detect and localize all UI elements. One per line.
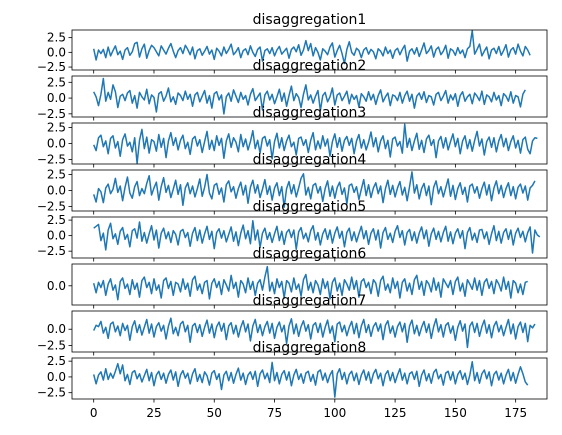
- subplot-2-title: disaggregation2: [253, 58, 367, 74]
- subplot-3-series-line: [93, 123, 538, 165]
- subplot-5-series-line: [93, 219, 541, 254]
- subplot-8: 2.5 0.0 −2.5 disaggregation8: [37, 340, 548, 403]
- subplot-7-title: disaggregation7: [253, 293, 367, 309]
- subplot-4: 2.5 0.0 −2.5 disaggregation4: [37, 152, 548, 215]
- y-tick-label: −2.5: [37, 386, 66, 400]
- x-tick-label: 150: [444, 406, 467, 420]
- subplot-7: 0.0 −2.5 disaggregation7: [37, 293, 548, 356]
- subplot-6-title: disaggregation6: [253, 246, 367, 262]
- y-tick-label: 0.0: [47, 45, 66, 59]
- subplot-8-series-line: [92, 361, 529, 398]
- subplot-1-series-line: [92, 29, 531, 65]
- y-tick-label: 0.0: [47, 137, 66, 151]
- subplot-5-title: disaggregation5: [253, 199, 367, 215]
- y-tick-label: 0.0: [47, 91, 66, 105]
- y-tick-label: −2.5: [37, 60, 66, 74]
- subplot-4-title: disaggregation4: [253, 152, 367, 168]
- subplot-7-series-line: [93, 317, 536, 349]
- subplot-3: 2.5 0.0 −2.5 disaggregation3: [37, 105, 548, 168]
- y-tick-label: 0.0: [47, 370, 66, 384]
- y-tick-label: 0.0: [47, 184, 66, 198]
- y-tick-label: 2.5: [47, 167, 66, 181]
- y-tick-label: 2.5: [47, 75, 66, 89]
- subplot-6-frame: [71, 263, 548, 306]
- x-tick-label: 0: [90, 406, 98, 420]
- y-tick-label: 0.0: [47, 229, 66, 243]
- subplot-6: 0.0 disaggregation6: [47, 246, 548, 309]
- subplot-8-frame: [71, 357, 548, 400]
- x-tick-label: 125: [384, 406, 407, 420]
- subplot-8-title: disaggregation8: [253, 340, 367, 356]
- subplot-1-title: disaggregation1: [253, 12, 367, 28]
- y-tick-label: −2.5: [37, 107, 66, 121]
- y-tick-label: 2.5: [47, 354, 66, 368]
- y-tick-label: 2.5: [47, 120, 66, 134]
- x-tick-label: 75: [267, 406, 282, 420]
- subplot-1: 2.50.0−2.5 disaggregation1: [37, 12, 548, 74]
- y-tick-label: 0.0: [47, 322, 66, 336]
- subplot-7-frame: [71, 310, 548, 353]
- y-tick-label: 2.5: [47, 213, 66, 227]
- y-tick-label: −2.5: [37, 200, 66, 214]
- subplot-5-frame: [71, 216, 548, 259]
- subplot-6-series-line: [92, 265, 528, 301]
- y-tick-label: −2.5: [37, 244, 66, 258]
- y-tick-label: 2.5: [47, 31, 66, 45]
- subplot-2-frame: [71, 75, 548, 118]
- x-tick-label: 50: [207, 406, 222, 420]
- y-tick-label: −2.5: [37, 153, 66, 167]
- x-tick-label: 25: [146, 406, 161, 420]
- x-tick-label: 100: [323, 406, 346, 420]
- subplot-2: 2.5 0.0 −2.5 disaggregation2: [37, 58, 548, 121]
- y-tick-label: −2.5: [37, 338, 66, 352]
- subplot-3-title: disaggregation3: [253, 105, 367, 121]
- subplot-4-series-line: [92, 171, 536, 208]
- x-tick-label: 175: [504, 406, 527, 420]
- subplot-2-series-line: [93, 77, 526, 115]
- y-tick-label: 0.0: [47, 279, 66, 293]
- subplot-1-frame: [71, 29, 548, 71]
